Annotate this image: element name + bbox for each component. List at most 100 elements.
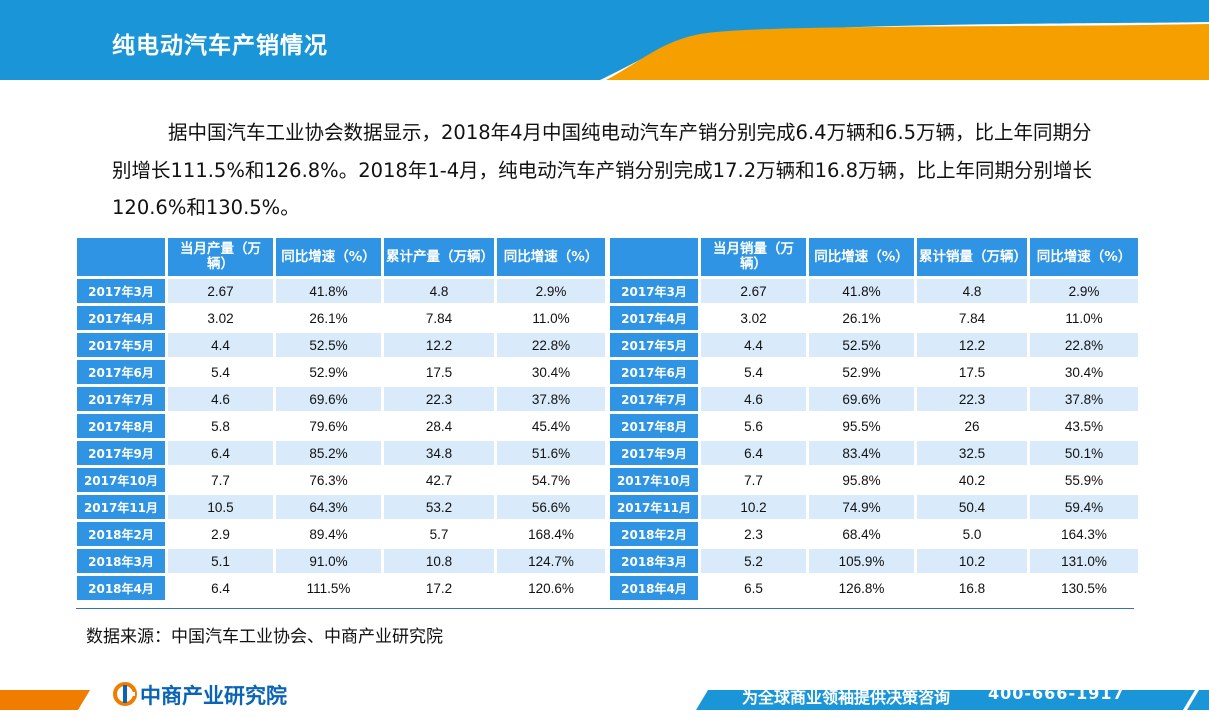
table-cell: 37.8%: [497, 387, 605, 411]
header-background: [0, 0, 1209, 80]
table-cell: 50.4: [917, 495, 1027, 519]
table-cell: 5.4: [701, 360, 806, 384]
table-cell: 12.2: [917, 333, 1027, 357]
table-cell: 7.7: [168, 468, 273, 492]
row-label: 2018年3月: [610, 549, 698, 573]
row-label: 2017年7月: [77, 387, 165, 411]
row-label: 2017年5月: [77, 333, 165, 357]
table-cell: 4.4: [168, 333, 273, 357]
table-cell: 41.8%: [276, 279, 381, 303]
footer-phone: 400-666-1917: [988, 684, 1125, 703]
table-row: 2018年3月 5.1 91.0% 10.8 124.7%: [77, 549, 605, 573]
table-row: 2018年4月 6.4 111.5% 17.2 120.6%: [77, 576, 605, 600]
table-cell: 7.84: [917, 306, 1027, 330]
table-cell: 22.8%: [497, 333, 605, 357]
table-row: 2017年7月 4.6 69.6% 22.3 37.8%: [610, 387, 1138, 411]
table-row: 2017年9月 6.4 83.4% 32.5 50.1%: [610, 441, 1138, 465]
row-label: 2017年8月: [610, 414, 698, 438]
column-header: 同比增速（%）: [809, 238, 914, 276]
row-label: 2018年2月: [610, 522, 698, 546]
table-cell: 17.5: [384, 360, 494, 384]
header-banner: 纯电动汽车产销情况: [0, 0, 1209, 80]
column-header: 累计产量（万辆）: [384, 238, 494, 276]
table-cell: 7.84: [384, 306, 494, 330]
table-cell: 5.4: [168, 360, 273, 384]
table-row: 2017年11月 10.5 64.3% 53.2 56.6%: [77, 495, 605, 519]
header-corner: [77, 238, 165, 276]
row-label: 2017年4月: [610, 306, 698, 330]
table-cell: 2.9: [168, 522, 273, 546]
column-header: 同比增速（%）: [497, 238, 605, 276]
table-cell: 74.9%: [809, 495, 914, 519]
table-row: 2017年4月 3.02 26.1% 7.84 11.0%: [77, 306, 605, 330]
table-cell: 17.5: [917, 360, 1027, 384]
table-cell: 95.5%: [809, 414, 914, 438]
table-cell: 50.1%: [1030, 441, 1138, 465]
table-header-row: 当月销量（万辆） 同比增速（%） 累计销量（万辆） 同比增速（%）: [610, 238, 1138, 276]
table-row: 2017年6月 5.4 52.9% 17.5 30.4%: [610, 360, 1138, 384]
row-label: 2017年8月: [77, 414, 165, 438]
table-cell: 41.8%: [809, 279, 914, 303]
table-cell: 28.4: [384, 414, 494, 438]
table-cell: 51.6%: [497, 441, 605, 465]
table-cell: 11.0%: [1030, 306, 1138, 330]
row-label: 2018年4月: [77, 576, 165, 600]
row-label: 2017年6月: [77, 360, 165, 384]
company-logo-text: 中商产业研究院: [140, 684, 287, 708]
column-header: 累计销量（万辆）: [917, 238, 1027, 276]
footer-background: [0, 690, 1209, 710]
table-row: 2017年7月 4.6 69.6% 22.3 37.8%: [77, 387, 605, 411]
table-cell: 164.3%: [1030, 522, 1138, 546]
table-cell: 54.7%: [497, 468, 605, 492]
table-row: 2017年8月 5.6 95.5% 26 43.5%: [610, 414, 1138, 438]
table-cell: 32.5: [917, 441, 1027, 465]
table-cell: 45.4%: [497, 414, 605, 438]
row-label: 2017年9月: [610, 441, 698, 465]
table-cell: 6.4: [168, 576, 273, 600]
row-label: 2018年3月: [77, 549, 165, 573]
table-cell: 4.6: [701, 387, 806, 411]
table-cell: 40.2: [917, 468, 1027, 492]
table-cell: 168.4%: [497, 522, 605, 546]
intro-paragraph: 据中国汽车工业协会数据显示，2018年4月中国纯电动汽车产销分别完成6.4万辆和…: [112, 121, 1093, 219]
table-cell: 26.1%: [809, 306, 914, 330]
footer-bar: [0, 676, 1209, 718]
table-cell: 105.9%: [809, 549, 914, 573]
table-row: 2017年11月 10.2 74.9% 50.4 59.4%: [610, 495, 1138, 519]
table-cell: 5.7: [384, 522, 494, 546]
column-header: 同比增速（%）: [276, 238, 381, 276]
table-cell: 52.9%: [809, 360, 914, 384]
table-cell: 126.8%: [809, 576, 914, 600]
row-label: 2018年4月: [610, 576, 698, 600]
table-row: 2017年10月 7.7 76.3% 42.7 54.7%: [77, 468, 605, 492]
table-cell: 16.8: [917, 576, 1027, 600]
table-cell: 22.3: [384, 387, 494, 411]
table-cell: 52.5%: [809, 333, 914, 357]
table-cell: 52.5%: [276, 333, 381, 357]
table-cell: 3.02: [168, 306, 273, 330]
page-title: 纯电动汽车产销情况: [112, 33, 328, 59]
table-cell: 53.2: [384, 495, 494, 519]
table-cell: 2.67: [701, 279, 806, 303]
row-label: 2017年5月: [610, 333, 698, 357]
table-row: 2017年3月 2.67 41.8% 4.8 2.9%: [610, 279, 1138, 303]
row-label: 2017年7月: [610, 387, 698, 411]
table-row: 2017年10月 7.7 95.8% 40.2 55.9%: [610, 468, 1138, 492]
row-label: 2017年9月: [77, 441, 165, 465]
table-cell: 10.5: [168, 495, 273, 519]
table-cell: 85.2%: [276, 441, 381, 465]
table-cell: 30.4%: [1030, 360, 1138, 384]
table-cell: 69.6%: [809, 387, 914, 411]
table-cell: 34.8: [384, 441, 494, 465]
table-cell: 3.02: [701, 306, 806, 330]
table-cell: 42.7: [384, 468, 494, 492]
table-row: 2017年5月 4.4 52.5% 12.2 22.8%: [610, 333, 1138, 357]
table-cell: 89.4%: [276, 522, 381, 546]
table-cell: 5.1: [168, 549, 273, 573]
table-row: 2018年2月 2.9 89.4% 5.7 168.4%: [77, 522, 605, 546]
row-label: 2017年3月: [610, 279, 698, 303]
table-bottom-rule: [76, 608, 1134, 609]
table-cell: 4.8: [917, 279, 1027, 303]
table-cell: 69.6%: [276, 387, 381, 411]
row-label: 2017年11月: [77, 495, 165, 519]
